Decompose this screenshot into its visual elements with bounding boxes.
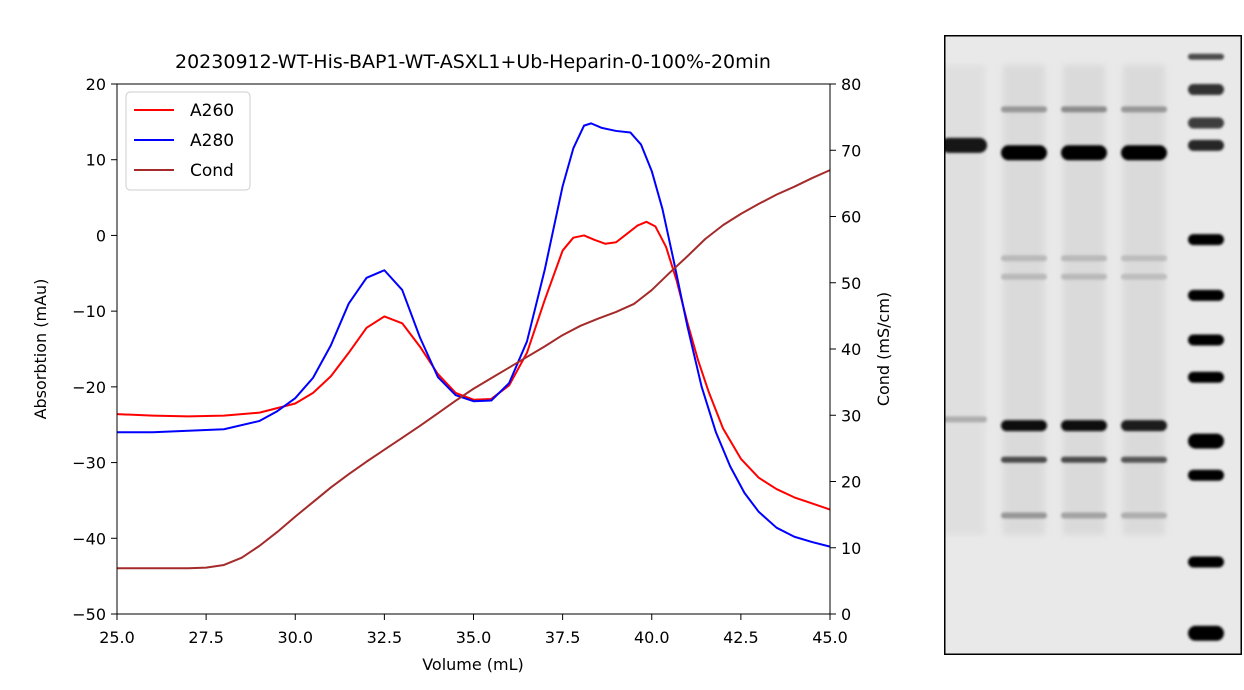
sds-page-gel-image — [941, 35, 1242, 655]
gel-band — [1001, 456, 1047, 463]
y2-tick-label: 20 — [841, 473, 861, 492]
gel-sample-lane — [1001, 65, 1047, 535]
lane-smear — [1003, 65, 1045, 535]
x-tick-label: 30.0 — [277, 628, 313, 647]
chart-legend: A260 A280 Cond — [125, 91, 251, 191]
legend-label-a280: A280 — [190, 131, 234, 151]
gel-band — [1188, 334, 1224, 346]
y2-tick-label: 10 — [841, 539, 861, 558]
x-axis-label: Volume (mL) — [422, 655, 524, 674]
gel-band — [1188, 139, 1224, 151]
y2-axis-label: Cond (mS/cm) — [874, 292, 893, 406]
gel-band — [1188, 433, 1224, 449]
y-tick-label: 0 — [96, 226, 106, 245]
gel-band — [1061, 420, 1107, 432]
gel-band — [1121, 456, 1167, 463]
y2-tick-label: 70 — [841, 141, 861, 160]
gel-band — [941, 416, 987, 423]
y2-axis-ticks: 0 10 20 30 40 50 60 70 80 — [830, 75, 861, 624]
gel-sample-lane — [1061, 65, 1107, 535]
gel-ladder-lane — [1188, 53, 1224, 641]
gel-band — [941, 137, 987, 153]
x-tick-label: 35.0 — [456, 628, 492, 647]
gel-sample-lane — [1121, 65, 1167, 535]
chart-title: 20230912-WT-His-BAP1-WT-ASXL1+Ub-Heparin… — [175, 51, 771, 73]
y-tick-label: −10 — [72, 302, 106, 321]
gel-band — [1121, 106, 1167, 113]
gel-band — [1188, 625, 1224, 641]
y-axis-ticks: −50 −40 −30 −20 −10 0 10 20 — [72, 75, 117, 624]
gel-band — [1121, 255, 1167, 262]
y-tick-label: −50 — [72, 605, 106, 624]
x-axis-ticks: 25.0 27.5 30.0 32.5 35.0 37.5 40.0 42.5 45.0 — [99, 614, 848, 647]
gel-band — [1188, 84, 1224, 96]
y2-tick-label: 30 — [841, 406, 861, 425]
gel-band — [1061, 456, 1107, 463]
gel-frame — [944, 35, 1242, 655]
gel-band — [1121, 145, 1167, 161]
y2-tick-label: 60 — [841, 208, 861, 227]
gel-band — [1121, 273, 1167, 280]
y2-tick-label: 80 — [841, 75, 861, 94]
series-line-a260 — [116, 220, 831, 511]
legend-label-a260: A260 — [190, 101, 234, 121]
gel-band — [1061, 106, 1107, 113]
gel-band — [1121, 420, 1167, 432]
series-line-a280 — [117, 122, 831, 548]
legend-label-cond: Cond — [190, 161, 234, 181]
gel-image — [941, 35, 1242, 655]
x-tick-label: 37.5 — [545, 628, 581, 647]
gel-band — [1188, 556, 1224, 568]
gel-band — [1001, 145, 1047, 161]
x-tick-label: 27.5 — [188, 628, 224, 647]
x-tick-label: 32.5 — [367, 628, 403, 647]
x-tick-label: 40.0 — [634, 628, 670, 647]
gel-band — [1001, 420, 1047, 432]
y2-tick-label: 50 — [841, 274, 861, 293]
y-tick-label: −20 — [72, 378, 106, 397]
gel-band — [1188, 234, 1224, 246]
gel-band — [1001, 106, 1047, 113]
x-tick-label: 42.5 — [723, 628, 759, 647]
series-layer — [116, 122, 831, 570]
gel-band — [1061, 273, 1107, 280]
gel-band — [1061, 512, 1107, 519]
gel-sample-lane — [941, 65, 987, 535]
x-tick-label: 25.0 — [99, 628, 135, 647]
series-line-cond — [117, 169, 831, 570]
lane-smear — [1063, 65, 1105, 535]
y2-tick-label: 0 — [841, 605, 851, 624]
lane-smear — [1123, 65, 1165, 535]
gel-band — [1188, 117, 1224, 129]
y-tick-label: 20 — [86, 75, 106, 94]
y-tick-label: −40 — [72, 529, 106, 548]
gel-band — [1001, 255, 1047, 262]
lane-smear — [943, 65, 985, 535]
x-tick-label: 45.0 — [812, 628, 848, 647]
gel-band — [1188, 469, 1224, 481]
y2-tick-label: 40 — [841, 340, 861, 359]
gel-band — [1001, 273, 1047, 280]
chromatogram-chart: 20230912-WT-His-BAP1-WT-ASXL1+Ub-Heparin… — [31, 51, 893, 674]
y-tick-label: 10 — [86, 151, 106, 170]
y-axis-label: Absorbtion (mAu) — [31, 279, 50, 420]
gel-band — [1061, 145, 1107, 161]
gel-band — [1188, 371, 1224, 383]
y-tick-label: −30 — [72, 454, 106, 473]
gel-band — [1121, 512, 1167, 519]
gel-band — [1188, 53, 1224, 60]
gel-band — [1061, 255, 1107, 262]
legend-box — [125, 91, 251, 191]
gel-band — [1188, 289, 1224, 301]
gel-band — [1001, 512, 1047, 519]
